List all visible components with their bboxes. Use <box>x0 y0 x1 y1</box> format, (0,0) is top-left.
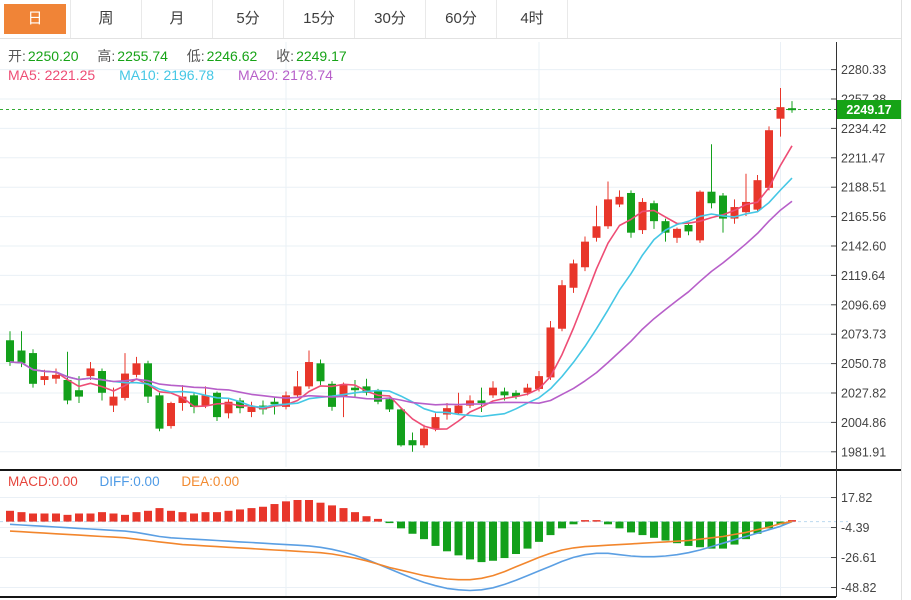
tab-5min-label: 5分 <box>236 10 260 27</box>
ma10-label: MA10: <box>119 67 160 83</box>
svg-text:2249.17: 2249.17 <box>846 103 891 117</box>
macd-value-legend: MACD:0.00 <box>8 474 78 489</box>
diff-value-legend: DIFF:0.00 <box>100 474 160 489</box>
tab-monthly[interactable]: 月 <box>142 0 213 38</box>
tab-30min-label: 30分 <box>374 10 406 27</box>
svg-text:-48.82: -48.82 <box>841 581 876 595</box>
svg-text:2096.69: 2096.69 <box>841 298 886 312</box>
svg-text:2119.64: 2119.64 <box>841 269 885 283</box>
tab-30min[interactable]: 30分 <box>355 0 426 38</box>
svg-text:2280.33: 2280.33 <box>841 63 886 77</box>
diff-label: DIFF: <box>99 474 134 489</box>
tab-5min[interactable]: 5分 <box>213 0 284 38</box>
dea-label: DEA: <box>181 474 213 489</box>
svg-text:2142.60: 2142.60 <box>841 240 886 254</box>
open-label: 开: <box>8 48 26 64</box>
tab-4hour-label: 4时 <box>520 10 544 27</box>
macd-label: MACD: <box>8 474 52 489</box>
svg-text:2211.47: 2211.47 <box>841 151 885 165</box>
ma5-label: MA5: <box>8 67 41 83</box>
ma5-value: 2221.25 <box>44 67 96 83</box>
svg-text:2188.51: 2188.51 <box>841 181 886 195</box>
dea-value-legend: DEA:0.00 <box>181 474 239 489</box>
tab-weekly-label: 周 <box>98 10 114 27</box>
open-value: 2250.20 <box>27 48 79 64</box>
dea-value: 0.00 <box>212 474 240 489</box>
svg-text:2073.73: 2073.73 <box>841 328 886 342</box>
tab-15min[interactable]: 15分 <box>284 0 355 38</box>
macd-value: 0.00 <box>51 474 78 489</box>
svg-text:-4.39: -4.39 <box>841 521 870 535</box>
ma20-label: MA20: <box>237 67 279 83</box>
close-label: 收: <box>276 48 295 64</box>
high-label: 高: <box>97 48 116 64</box>
high-value: 2255.74 <box>117 48 168 64</box>
svg-text:2234.42: 2234.42 <box>841 122 886 136</box>
diff-value: 0.00 <box>133 474 160 489</box>
ma20-value: 2178.74 <box>282 67 333 83</box>
tab-60min-label: 60分 <box>445 10 477 27</box>
svg-text:2027.82: 2027.82 <box>841 387 886 401</box>
tab-daily[interactable]: 日 <box>0 0 71 38</box>
high-quote: 高: 2255.74 <box>97 48 168 64</box>
timeframe-tabbar: 日 周 月 5分 15分 30分 60分 4时 <box>0 0 901 39</box>
ohlc-legend: 开: 2250.20 高: 2255.74 低: 2246.62 收: 2249.17 <box>8 46 362 66</box>
svg-text:2050.78: 2050.78 <box>841 357 886 371</box>
ma10-legend: MA10: 2196.78 <box>119 67 214 83</box>
svg-text:2165.56: 2165.56 <box>841 210 886 224</box>
tab-monthly-label: 月 <box>169 10 185 27</box>
tab-60min[interactable]: 60分 <box>426 0 497 38</box>
svg-text:1981.91: 1981.91 <box>841 445 886 459</box>
tab-weekly[interactable]: 周 <box>71 0 142 38</box>
ma-legend: MA5: 2221.25 MA10: 2196.78 MA20: 2178.74 <box>8 67 353 83</box>
tab-4hour[interactable]: 4时 <box>497 0 568 38</box>
ma20-legend: MA20: 2178.74 <box>238 67 333 83</box>
close-quote: 收: 2249.17 <box>276 48 347 64</box>
macd-legend: MACD:0.00 DIFF:0.00 DEA:0.00 <box>8 474 257 489</box>
open-quote: 开: 2250.20 <box>8 48 79 64</box>
svg-text:17.82: 17.82 <box>841 491 872 505</box>
low-value: 2246.62 <box>206 48 258 64</box>
svg-text:-26.61: -26.61 <box>841 551 876 565</box>
low-quote: 低: 2246.62 <box>187 48 258 64</box>
tab-15min-label: 15分 <box>303 10 335 27</box>
close-value: 2249.17 <box>296 48 347 64</box>
ma10-value: 2196.78 <box>163 67 215 83</box>
svg-text:2004.86: 2004.86 <box>841 416 886 430</box>
low-label: 低: <box>186 48 205 64</box>
tab-daily-label: 日 <box>4 4 66 34</box>
ma5-legend: MA5: 2221.25 <box>8 67 95 83</box>
